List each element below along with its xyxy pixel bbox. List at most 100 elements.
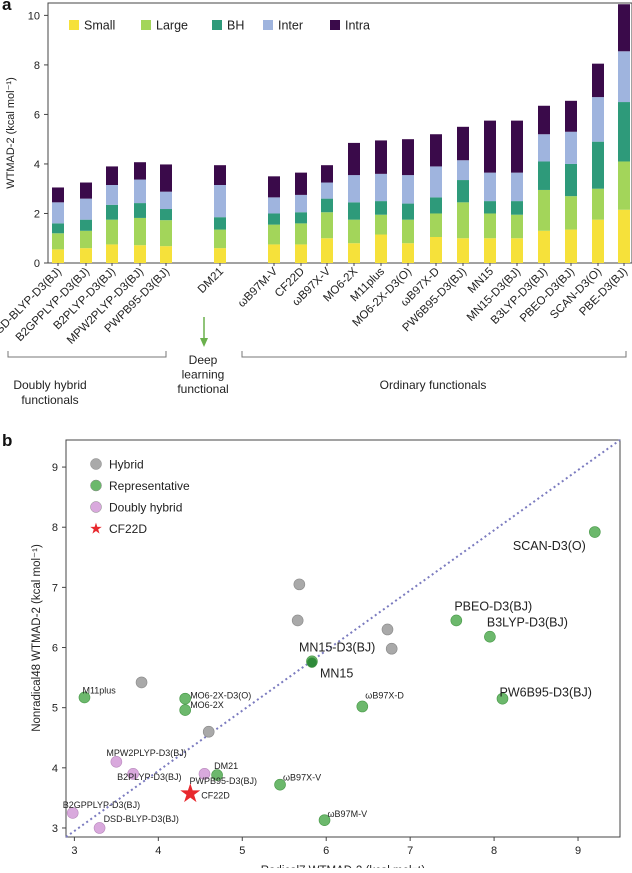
point-label-mo6-2x-d3-o: MO6-2X-D3(O): [190, 691, 251, 701]
point-label-mo6-2x: MO6-2X: [190, 700, 224, 710]
bar-large-dm21: [214, 229, 226, 249]
point-label-pbeo-d3-bj: PBEO-D3(BJ): [454, 599, 532, 613]
legend-swatch-large: [141, 20, 151, 30]
bar-bh-b97m-v: [268, 213, 280, 225]
bar-small-pbeo-d3-bj: [565, 229, 577, 263]
bar-bh-dsd-blyp-d3-bj: [52, 223, 64, 234]
point-label-b97m-v: ωB97M-V: [328, 809, 368, 819]
bar-large-mpw2plyp-d3-bj: [134, 217, 146, 246]
bar-intra-mo6-2x: [348, 142, 360, 176]
deep-learning-label: functional: [177, 382, 228, 396]
bar-large-mo6-2x: [348, 219, 360, 244]
bar-intra-b2plyp-d3-bj: [106, 166, 118, 185]
point-label-scan-d3-o: SCAN-D3(O): [513, 539, 586, 553]
bar-intra-pbe-d3-bj: [618, 4, 630, 52]
bar-intra-mn15-d3-bj: [511, 120, 523, 173]
panel-a-frame: [47, 2, 632, 264]
x-tick-label: 8: [491, 845, 497, 857]
bar-large-mn15: [484, 213, 496, 239]
bar-bh-mpw2plyp-d3-bj: [134, 203, 146, 218]
point-label-b2gpplyp-d3-bj: B2GPPLYP-D3(BJ): [63, 800, 140, 810]
y-tick-label: 8: [52, 522, 58, 534]
bar-small-mpw2plyp-d3-bj: [134, 245, 146, 263]
point-doubly-b2gpplyp-d3-bj: [66, 807, 79, 819]
y-tick-label: 9: [52, 462, 58, 474]
bar-inter-pw6b95-d3-bj: [457, 160, 469, 181]
bar-inter-scan-d3-o: [592, 97, 604, 142]
bar-bh-mn15-d3-bj: [511, 201, 523, 215]
point-label-b97x-d: ωB97X-D: [365, 690, 404, 700]
bar-inter-b97m-v: [268, 197, 280, 214]
x-tick-label: 9: [575, 845, 581, 857]
legend-swatch-small: [69, 20, 79, 30]
legend-label-representative: Representative: [109, 479, 190, 493]
point-representative-mo6-2x: [179, 704, 191, 716]
x-tick-label-b97m-v: ωB97M-V: [236, 265, 280, 309]
bar-large-mn15-d3-bj: [511, 214, 523, 239]
bar-large-pbe-d3-bj: [618, 161, 630, 210]
deep-learning-arrow-head: [200, 338, 208, 347]
bar-small-b3lyp-d3-bj: [538, 230, 550, 263]
ordinary-group-bracket: [241, 351, 627, 358]
bar-large-mo6-2x-d3-o: [402, 219, 414, 244]
diagonal-reference-line: [65, 439, 621, 838]
bar-intra-scan-d3-o: [592, 63, 604, 98]
bar-intra-dm21: [214, 165, 226, 185]
y-tick-label: 6: [34, 109, 40, 121]
bar-small-b97m-v: [268, 244, 280, 263]
point-representative-b3lyp-d3-bj: [484, 630, 496, 643]
bar-small-mn15-d3-bj: [511, 238, 523, 263]
legend-label-inter: Inter: [278, 19, 303, 33]
doubly-group-label: Doubly hybrid: [13, 378, 86, 392]
point-label-mn15-d3-bj: MN15-D3(BJ): [299, 640, 375, 654]
panel-b-scatter-chart: 3 4 5 6 7 8 9 3 4 5 6 7 8 9 Nonradical48 WTMAD-2 (kcal…: [31, 439, 621, 873]
bar-large-b2plyp-d3-bj: [106, 219, 118, 245]
bar-small-m11plus: [375, 234, 387, 263]
x-tick-label: 7: [407, 845, 413, 857]
point-hybrid-unlabeled: [293, 578, 306, 591]
point-representative-mo6-2x-d3-o: [179, 692, 191, 705]
doubly-group-label: functionals: [21, 393, 78, 407]
bar-intra-mo6-2x-d3-o: [402, 139, 414, 176]
bar-small-pbe-d3-bj: [618, 209, 630, 263]
bar-bh-pbe-d3-bj: [618, 102, 630, 162]
point-hybrid-unlabeled: [381, 623, 394, 636]
point-doubly-dsd-blyp-d3-bj: [93, 822, 106, 834]
point-label-b2plyp-d3-bj: B2PLYP-D3(BJ): [117, 772, 181, 782]
legend-label-bh: BH: [227, 19, 244, 33]
bar-bh-b3lyp-d3-bj: [538, 161, 550, 190]
legend-marker-doubly-hybrid: [90, 501, 102, 513]
bar-bh-scan-d3-o: [592, 141, 604, 189]
legend-swatch-inter: [263, 20, 273, 30]
legend-label-doubly-hybrid: Doubly hybrid: [109, 501, 182, 515]
panel-b-label: b: [2, 431, 12, 450]
bar-intra-cf22d: [295, 172, 307, 195]
point-representative-mn15: [306, 657, 318, 668]
y-tick-label: 10: [28, 10, 40, 22]
bar-bh-mo6-2x-d3-o: [402, 203, 414, 220]
bar-bh-pwpb95-d3-bj: [160, 209, 172, 221]
point-representative-pw6b95-d3-bj: [496, 692, 509, 705]
bar-intra-b3lyp-d3-bj: [538, 105, 550, 135]
point-doubly-b2plyp-d3-bj: [127, 768, 139, 780]
bar-large-b2gpplyp-d3-bj: [80, 230, 92, 249]
bar-small-cf22d: [295, 244, 307, 263]
y-tick-label: 7: [52, 582, 58, 594]
y-tick-label: 0: [34, 258, 40, 270]
point-representative-b97x-d: [356, 700, 369, 713]
bar-small-dsd-blyp-d3-bj: [52, 249, 64, 263]
point-label-pwpb95-d3-bj: PWPB95-D3(BJ): [190, 776, 258, 786]
legend-label-hybrid: Hybrid: [109, 458, 144, 472]
bar-inter-pwpb95-d3-bj: [160, 191, 172, 210]
bar-intra-mn15: [484, 120, 496, 173]
bar-small-dm21: [214, 248, 226, 263]
x-tick-label: 3: [71, 845, 77, 857]
legend-marker-cf22d: ★: [89, 521, 102, 538]
bar-small-mn15: [484, 238, 496, 263]
doubly-group-bracket: [7, 351, 167, 358]
bar-large-b3lyp-d3-bj: [538, 189, 550, 231]
bar-inter-pbeo-d3-bj: [565, 131, 577, 164]
bar-intra-pwpb95-d3-bj: [160, 164, 172, 192]
